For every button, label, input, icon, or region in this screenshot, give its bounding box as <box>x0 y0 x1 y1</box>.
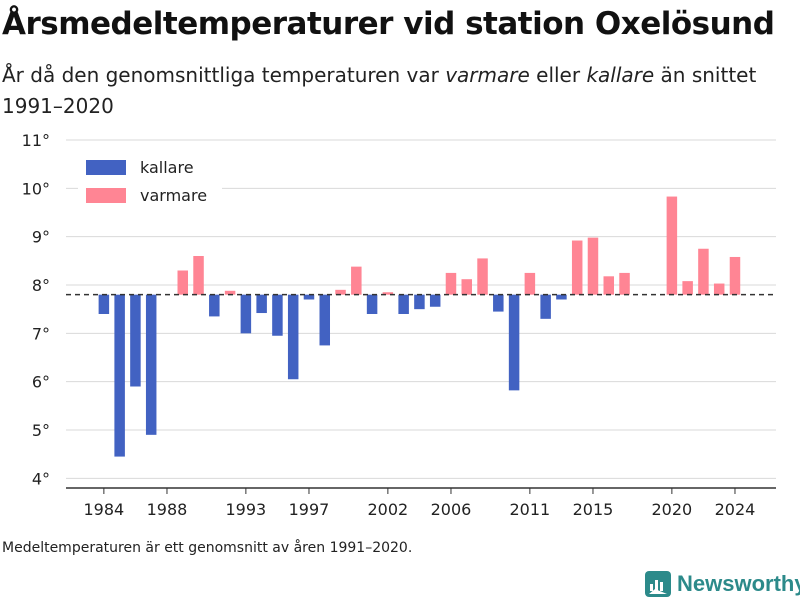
bar-varmare-2021 <box>682 281 693 295</box>
legend-swatch-varmare <box>86 188 126 203</box>
y-tick-label: 10° <box>22 179 50 198</box>
footnote: Medeltemperaturen är ett genomsnitt av å… <box>2 540 413 556</box>
bar-chart: 4° 5° 6° 7° 8° 9° 10° 11° 1984 1988 1993 1997 2002 2… <box>22 131 776 519</box>
bar-varmare-1990 <box>193 256 204 295</box>
bar-varmare-2020 <box>666 196 678 295</box>
bar-kallare-1984 <box>98 294 110 314</box>
bar-kallare-1985 <box>114 294 125 457</box>
bar-kallare-1994 <box>256 294 267 314</box>
bar-varmare-2014 <box>571 240 583 295</box>
bar-kallare-1995 <box>272 294 283 336</box>
y-tick-label: 8° <box>32 276 50 295</box>
bar-varmare-1989 <box>177 270 189 295</box>
grid-lines <box>66 139 776 479</box>
y-tick-label: 6° <box>32 373 50 392</box>
subtitle-cold-word: kallare <box>586 63 655 87</box>
bar-kallare-2010 <box>508 294 520 391</box>
bar-kallare-1987 <box>145 294 157 435</box>
chart-subtitle: År då den genomsnittliga temperaturen va… <box>2 60 782 122</box>
y-tick-label: 4° <box>32 469 50 488</box>
bar-varmare-2017 <box>619 272 630 295</box>
bar-varmare-2000 <box>351 266 362 295</box>
y-tick-label: 11° <box>22 131 50 150</box>
y-tick-label: 7° <box>32 324 50 343</box>
bar-varmare-2023 <box>713 283 725 295</box>
subtitle-text-mid: eller <box>529 63 587 87</box>
bar-varmare-1992 <box>224 290 236 295</box>
y-tick-label: 9° <box>32 228 50 247</box>
subtitle-warm-word: varmare <box>445 63 530 87</box>
bar-varmare-2007 <box>461 279 473 295</box>
bar-kallare-2004 <box>414 294 425 310</box>
x-tick-label: 2020 <box>652 500 693 519</box>
legend: kallare varmare <box>78 156 222 214</box>
bar-kallare-1991 <box>209 294 220 317</box>
x-tick-label: 1984 <box>84 500 125 519</box>
bar-kallare-1997 <box>303 294 315 300</box>
x-axis: 1984 1988 1993 1997 2002 2006 2011 2015 2020 2024 <box>66 487 776 519</box>
legend-label-kallare: kallare <box>140 158 194 177</box>
x-tick-label: 1997 <box>289 500 330 519</box>
bar-varmare-2002 <box>382 292 394 295</box>
bar-varmare-2006 <box>445 272 457 295</box>
y-axis-ticks: 4° 5° 6° 7° 8° 9° 10° 11° <box>22 131 50 488</box>
x-tick-label: 2006 <box>431 500 472 519</box>
bar-kallare-2013 <box>556 294 567 300</box>
bar-varmare-2024 <box>729 256 741 295</box>
bar-kallare-2012 <box>540 294 551 319</box>
bar-varmare-2016 <box>603 276 615 295</box>
bar-kallare-1998 <box>319 294 331 346</box>
x-tick-label: 2015 <box>573 500 614 519</box>
bar-kallare-2009 <box>493 294 504 312</box>
bar-varmare-2022 <box>698 248 709 295</box>
bar-varmare-1999 <box>335 289 346 295</box>
brand[interactable]: Newsworthy <box>645 568 800 600</box>
subtitle-text-pre: År då den genomsnittliga temperaturen va… <box>2 63 446 87</box>
x-tick-label: 1993 <box>226 500 267 519</box>
bar-kallare-2003 <box>398 294 409 314</box>
bar-kallare-1996 <box>287 294 299 380</box>
bar-varmare-2008 <box>477 258 488 295</box>
bar-kallare-2001 <box>366 294 378 314</box>
subtitle-text-post: än snittet 1991–2020 <box>2 63 757 118</box>
bar-varmare-2011 <box>524 272 536 295</box>
chart-title: Årsmedeltemperaturer vid station Oxelösu… <box>2 6 775 42</box>
bar-kallare-1993 <box>240 294 252 334</box>
x-tick-label: 2024 <box>715 500 756 519</box>
brand-name: Newsworthy <box>677 571 800 596</box>
bar-varmare-2015 <box>587 237 599 295</box>
bars <box>98 196 741 457</box>
bar-kallare-1986 <box>130 294 141 387</box>
x-tick-label: 2002 <box>368 500 409 519</box>
legend-label-varmare: varmare <box>140 186 207 205</box>
x-tick-label: 1988 <box>147 500 188 519</box>
bar-kallare-2005 <box>429 294 441 307</box>
y-tick-label: 5° <box>32 421 50 440</box>
newsworthy-logo-icon <box>645 571 671 597</box>
x-tick-label: 2011 <box>510 500 551 519</box>
legend-swatch-kallare <box>86 160 126 175</box>
